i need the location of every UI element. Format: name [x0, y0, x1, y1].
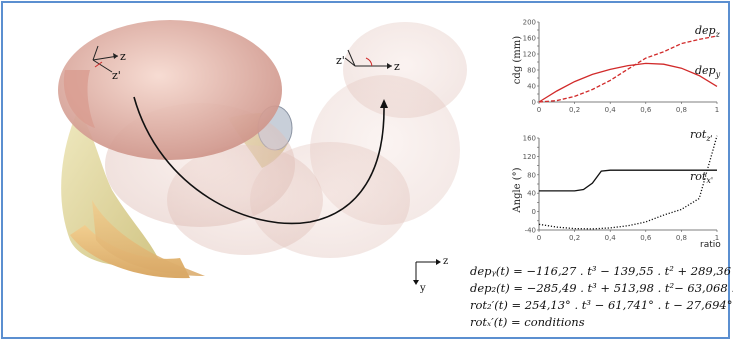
chart-top-xtick-label: 0,6 [640, 106, 652, 114]
chart-top-xtick-label: 0,2 [569, 106, 580, 114]
chart-bottom-xtick-label: 0,2 [569, 234, 580, 242]
chart-bottom-ytick-label: 80 [527, 171, 536, 179]
equation-rot-z: rot₂′(t) = 254,13° . t³ − 61,741° . t − … [470, 298, 733, 312]
chart-top-series [538, 35, 718, 103]
chart-bottom-series [538, 135, 718, 230]
trajectory-arrow [133, 96, 385, 225]
chart-top-series-0 [538, 35, 718, 103]
chart-top-xtick-label: 0,8 [676, 106, 687, 114]
chart-top-axes: 0 40 80 120 160 200 0 0,2 0,4 0,6 0,8 1 [523, 19, 720, 115]
chart-top-ytick-label: 0 [532, 99, 536, 107]
fetus-ghost-positions [105, 22, 467, 258]
chart-bottom-xtick-label: 0,8 [676, 234, 687, 242]
chart-top-ytick-label: 40 [527, 83, 536, 91]
chart-bottom-ylabel: Angle (°) [512, 167, 523, 213]
axis-label-z: z [120, 50, 126, 63]
ghost-head-axes [344, 49, 392, 69]
chart-bottom-xtick-label: 0 [537, 234, 541, 242]
axis-label-zprime: z' [112, 69, 121, 82]
legend-depy: depy [695, 64, 721, 79]
chart-top-ytick-label: 120 [523, 51, 536, 59]
legend-depz: depz [695, 24, 721, 39]
chart-bottom-ytick-label: 0 [532, 208, 536, 216]
chart-top-xtick-label: 0,4 [605, 106, 617, 114]
chart-bottom-xtick-label: 0,4 [605, 234, 617, 242]
legend-rotx: rotx' [690, 170, 713, 185]
chart-top-ytick-label: 80 [527, 67, 536, 75]
chart-top-series-1 [538, 62, 718, 103]
chart-bottom-xtick-label: 0,6 [640, 234, 652, 242]
chart-bottom-ytick-label: 160 [523, 135, 536, 143]
ghost-axis-label-z: z [394, 60, 400, 73]
frame-label-z: z [443, 256, 448, 267]
chart-bottom-xtick-label: 1 [715, 234, 719, 242]
chart-top-ytick-label: 200 [523, 19, 536, 27]
chart-bottom-series-1 [539, 169, 717, 192]
global-frame-axes [413, 259, 441, 285]
equation-dep-y: depᵧ(t) = −116,27 . t³ − 139,55 . t² + 2… [470, 264, 733, 278]
chart-bottom-ytick-label: 40 [527, 190, 536, 198]
head-local-axes [92, 45, 119, 73]
chart-bottom-ytick-label: -40 [525, 227, 536, 235]
trajectory-arrowhead [380, 99, 388, 108]
chart-top-ytick-label: 160 [523, 35, 536, 43]
equation-dep-z: dep₂(t) = −285,49 . t³ + 513,98 . t²− 63… [470, 281, 733, 295]
chart-bottom-ytick-label: 120 [523, 153, 536, 161]
chart-top-xtick-label: 0 [537, 106, 541, 114]
ghost-axis-label-zprime: z' [336, 54, 345, 67]
chart-top-ylabel: cdg (mm) [512, 36, 523, 84]
chart-top-xtick-label: 1 [715, 106, 719, 114]
legend-rotz: rotz' [690, 128, 713, 143]
chart-bottom-xlabel: ratio [700, 240, 721, 250]
frame-label-y: y [419, 283, 426, 294]
equation-rot-x: rotₓ′(t) = conditions [470, 315, 585, 329]
